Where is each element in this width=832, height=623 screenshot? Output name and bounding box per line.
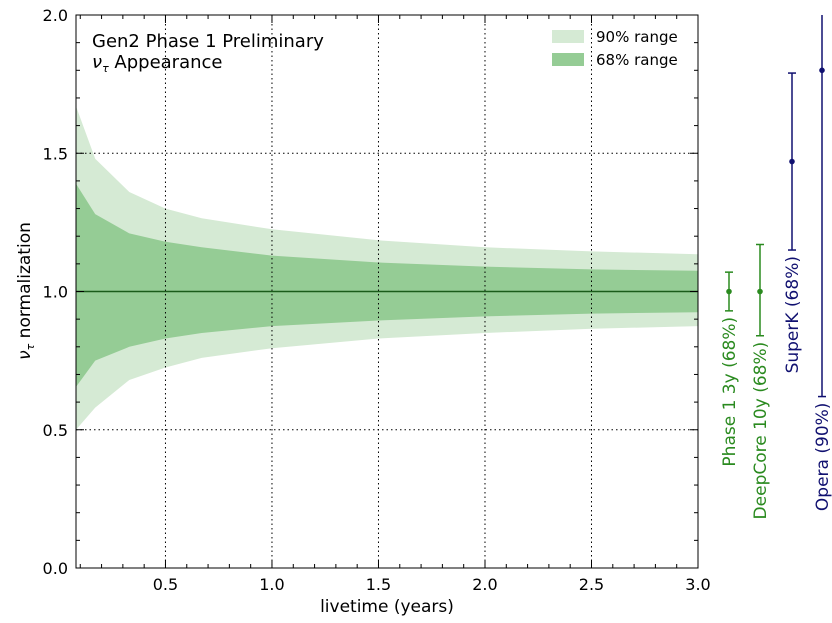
side-measurement: Opera (90%) [813, 15, 832, 511]
measurement-point [789, 158, 795, 165]
band-68 [76, 183, 698, 387]
x-tick-label: 2.0 [472, 575, 497, 594]
axis-ticks [76, 14, 699, 569]
annotation-subscript: τ [102, 62, 109, 75]
x-tick-label: 1.0 [259, 575, 284, 594]
side-measurement: DeepCore 10y (68%) [751, 243, 771, 520]
x-axis-label: livetime (years) [320, 597, 454, 617]
y-tick-label: 0.5 [43, 421, 68, 440]
side-measurement: Phase 1 3y (68%) [720, 271, 740, 467]
ylabel-subscript: τ [24, 343, 37, 350]
legend-swatch-90 [552, 30, 584, 43]
range-bands [76, 106, 698, 430]
x-tick-label: 0.5 [153, 575, 178, 594]
side-measurements: Phase 1 3y (68%) DeepCore 10y (68%) SuperK… [720, 15, 832, 519]
y-tick-label: 1.5 [43, 144, 68, 163]
measurement-point [757, 288, 763, 295]
y-tick-label: 1.0 [43, 283, 68, 302]
ylabel-text: normalization [15, 222, 35, 344]
y-axis-label: ντ normalization [15, 222, 37, 360]
x-tick-labels: 0.5 1.0 1.5 2.0 2.5 3.0 [153, 575, 711, 594]
y-tick-labels: 0.0 0.5 1.0 1.5 2.0 [43, 6, 68, 578]
x-tick-label: 3.0 [685, 575, 710, 594]
ylabel-symbol: ν [15, 350, 35, 360]
x-tick-label: 2.5 [579, 575, 604, 594]
legend-label-68: 68% range [596, 51, 678, 69]
annotation-text: Appearance [109, 52, 223, 73]
legend: 90% range 68% range [552, 28, 678, 69]
y-tick-label: 2.0 [43, 6, 68, 25]
side-measurement-label: SuperK (68%) [783, 256, 803, 373]
side-measurement-label: Phase 1 3y (68%) [720, 317, 740, 467]
side-measurement: SuperK (68%) [783, 72, 803, 373]
annotation-title: Gen2 Phase 1 Preliminary [92, 31, 324, 52]
legend-swatch-68 [552, 53, 584, 66]
annotation-subtitle: ντ Appearance [92, 52, 223, 75]
y-tick-label: 0.0 [43, 559, 68, 578]
annotation-symbol: ν [92, 52, 102, 73]
measurement-point [819, 67, 825, 74]
side-measurement-label: DeepCore 10y (68%) [751, 342, 771, 520]
x-tick-label: 1.5 [366, 575, 391, 594]
measurement-point [726, 288, 732, 295]
side-measurement-label: Opera (90%) [813, 403, 832, 512]
legend-label-90: 90% range [596, 28, 678, 46]
